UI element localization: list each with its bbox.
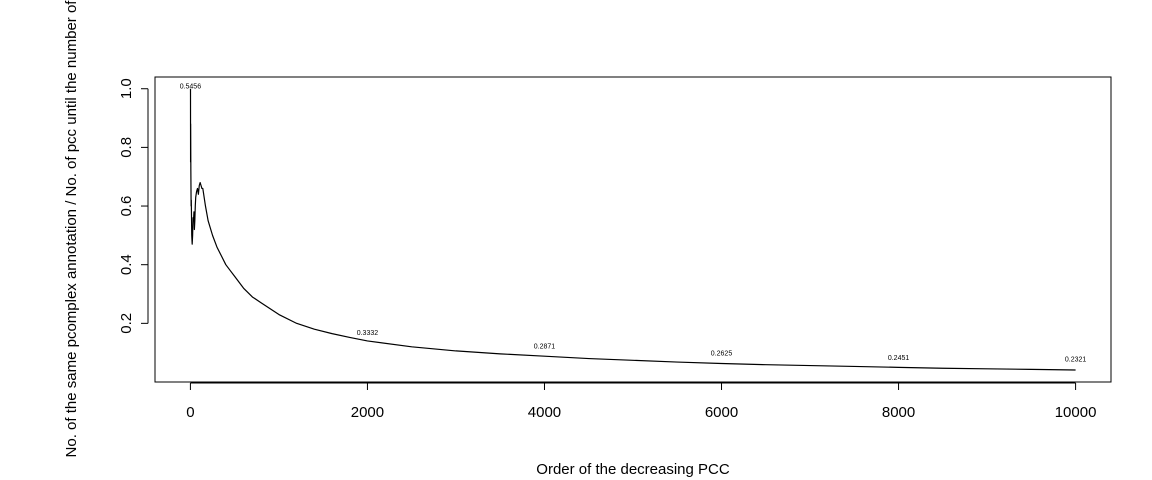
data-annotation: 0.3332 [357,330,379,337]
y-tick-label: 0.6 [118,196,135,217]
annotation-layer: 0.5456 0.3332 0.2871 0.2625 0.2451 0.2321 [180,84,1087,364]
x-axis: 0 2000 4000 6000 8000 10000 [186,382,1097,421]
x-axis-title: Order of the decreasing PCC [536,461,730,478]
y-tick-label: 0.8 [118,137,135,158]
y-tick-label: 0.4 [118,254,135,275]
data-annotation: 0.2871 [534,343,556,350]
data-annotation: 0.2451 [888,355,910,362]
x-tick-label: 4000 [528,404,561,421]
y-tick-label: 0.2 [118,313,135,334]
series-line [189,88,1076,371]
x-tick-label: 8000 [882,404,915,421]
series-layer [189,88,1076,371]
y-tick-label: 1.0 [118,78,135,99]
x-tick-label: 0 [186,404,194,421]
y-axis: 0.2 0.4 0.6 0.8 1.0 [118,78,149,334]
x-tick-label: 2000 [351,404,384,421]
data-annotation: 0.2625 [711,351,733,358]
data-annotation: 0.5456 [180,84,202,91]
y-axis-title: No. of the same pcomplex annotation / No… [63,0,80,457]
x-tick-label: 6000 [705,404,738,421]
plot-frame [154,76,1112,383]
data-annotation: 0.2321 [1065,356,1087,363]
x-tick-label: 10000 [1055,404,1097,421]
